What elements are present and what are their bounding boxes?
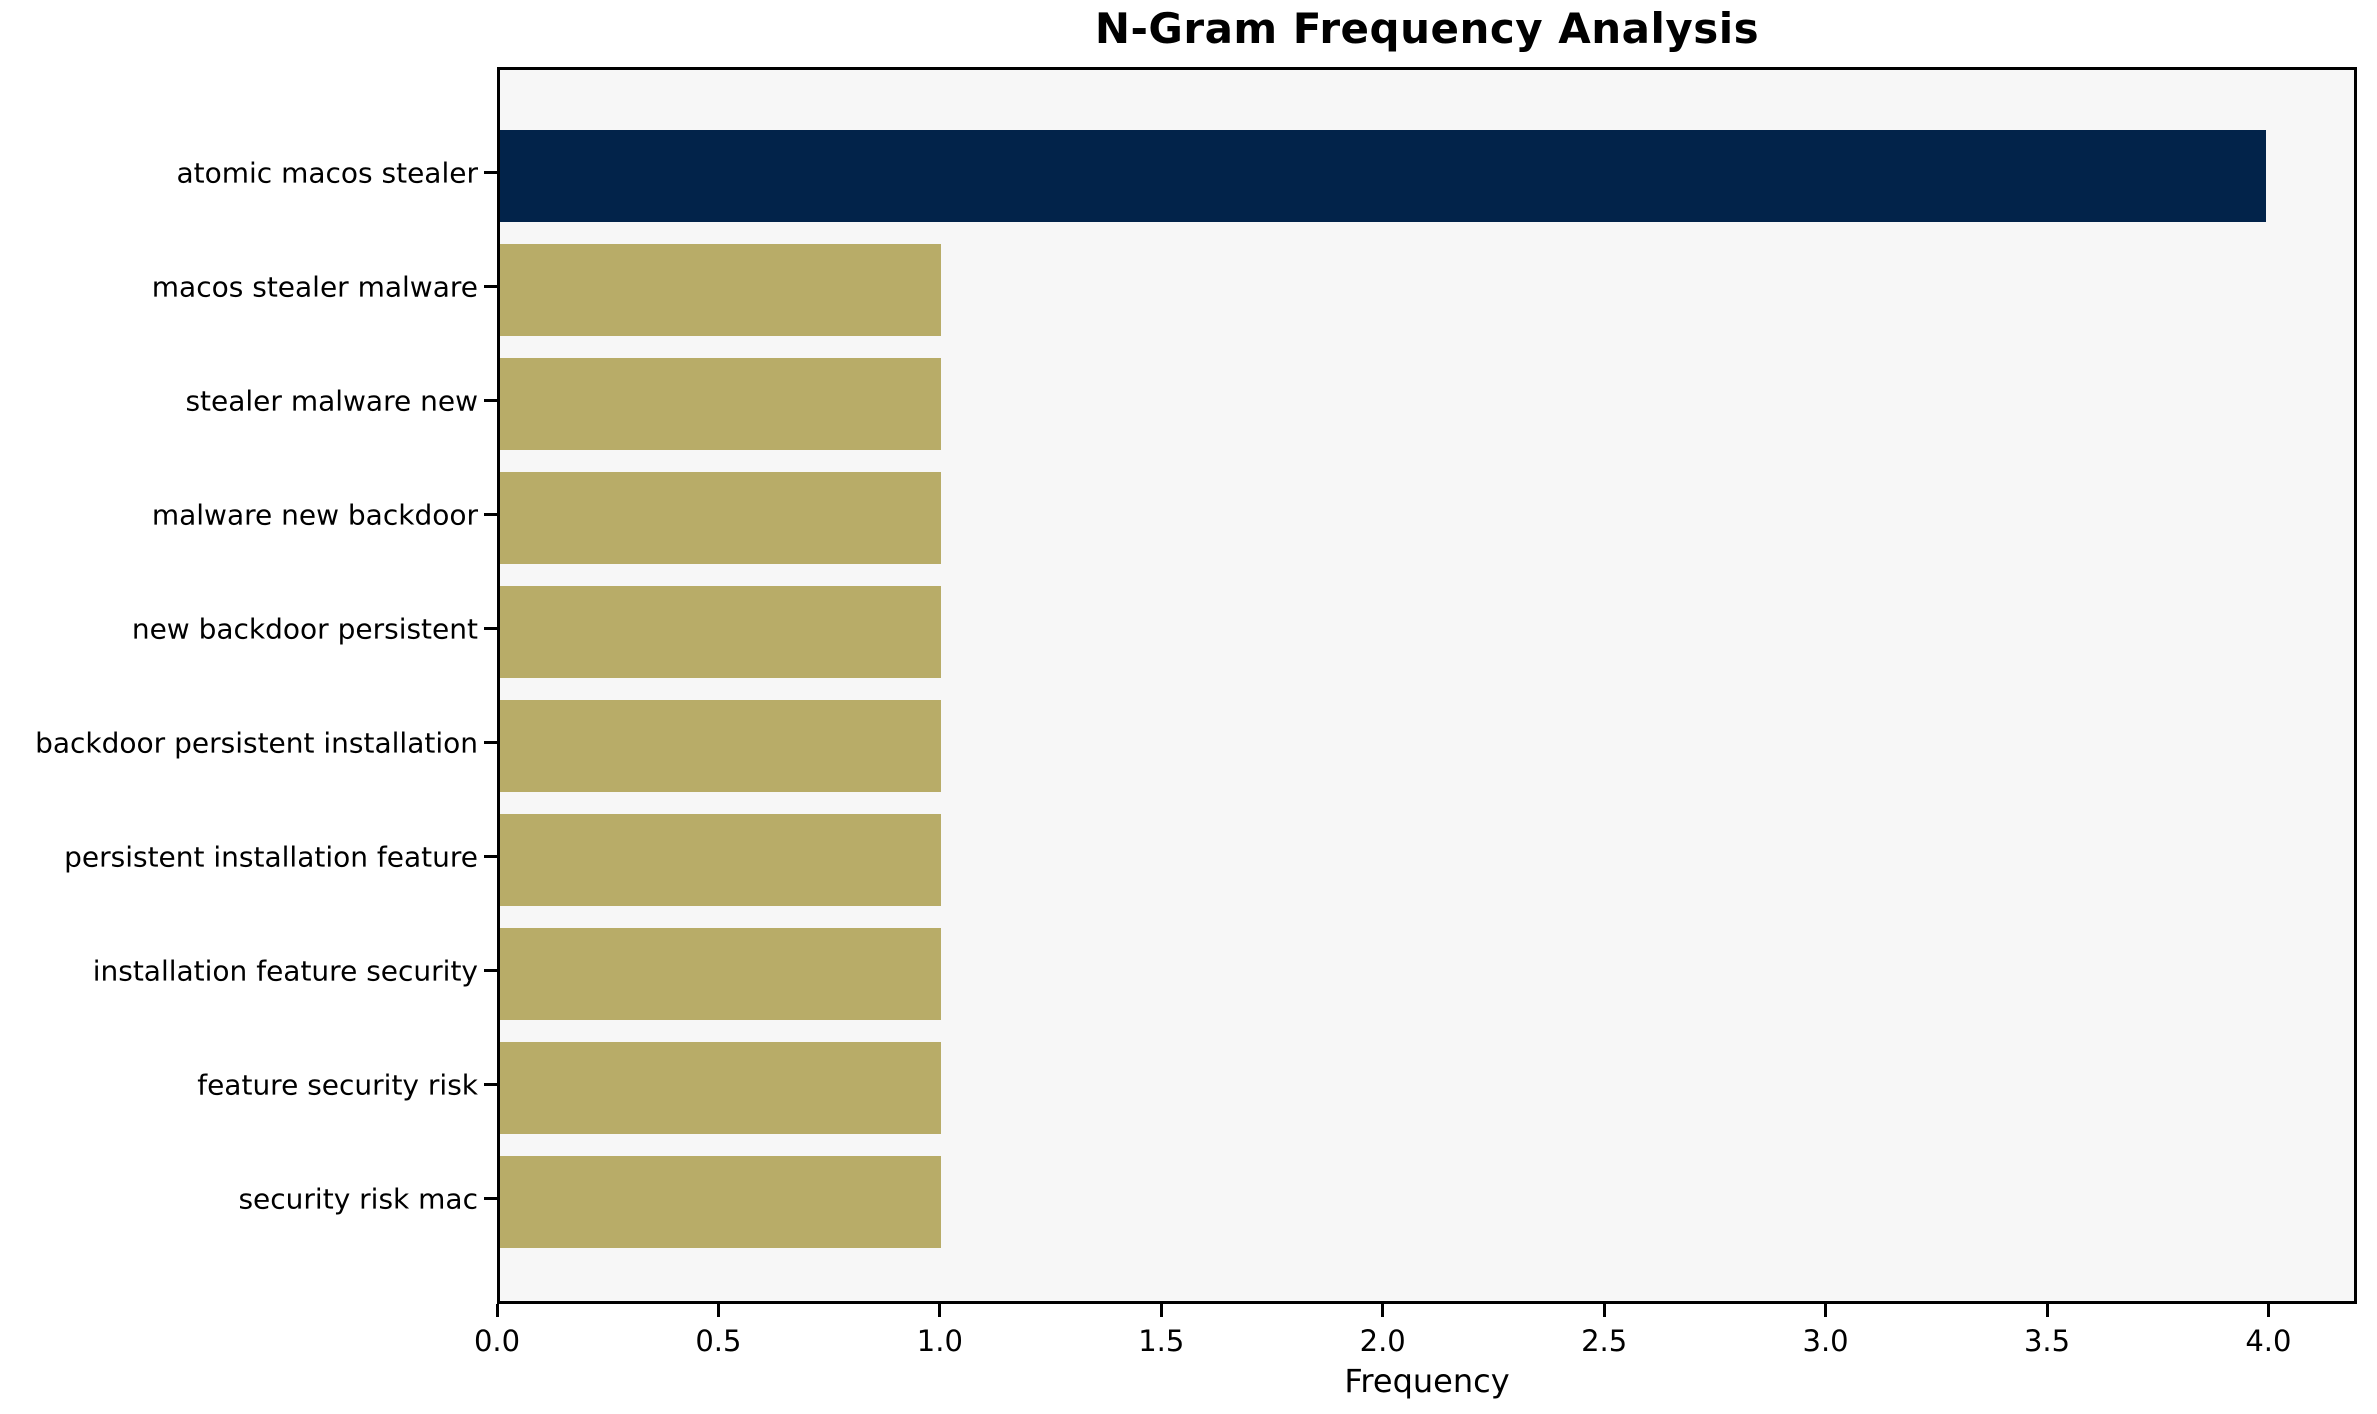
x-tick-label: 2.5 — [1581, 1324, 1628, 1358]
chart-title: N-Gram Frequency Analysis — [1094, 4, 1760, 53]
y-tick-mark — [484, 969, 497, 972]
plot-area — [497, 67, 2357, 1304]
x-tick-label: 1.5 — [1138, 1324, 1185, 1358]
x-tick-mark — [938, 1304, 942, 1317]
bar — [500, 357, 942, 450]
x-tick-label: 0.0 — [473, 1324, 521, 1358]
x-tick-label: 3.0 — [1802, 1324, 1849, 1358]
y-tick-label: macos stealer malware — [151, 270, 478, 303]
y-tick-mark — [484, 1083, 497, 1086]
x-tick-mark — [495, 1304, 499, 1317]
x-tick-label: 1.0 — [916, 1324, 963, 1358]
bar — [500, 243, 942, 336]
x-tick-mark — [2266, 1304, 2270, 1317]
x-tick-label: 3.5 — [2023, 1324, 2071, 1358]
bar — [500, 585, 942, 678]
x-tick-mark — [1602, 1304, 1606, 1317]
y-tick-label: new backdoor persistent — [131, 612, 478, 645]
bar — [500, 927, 942, 1020]
y-tick-label: malware new backdoor — [151, 498, 478, 531]
y-tick-label: security risk mac — [238, 1182, 478, 1215]
y-tick-label: atomic macos stealer — [176, 156, 478, 189]
y-tick-mark — [484, 399, 497, 402]
y-tick-label: feature security risk — [197, 1068, 478, 1101]
y-tick-label: persistent installation feature — [64, 840, 478, 873]
x-tick-mark — [1824, 1304, 1828, 1317]
bar — [500, 1041, 942, 1134]
bar — [500, 1155, 942, 1248]
x-tick-label: 4.0 — [2245, 1324, 2292, 1358]
y-tick-label: stealer malware new — [185, 384, 478, 417]
x-tick-label: 0.5 — [695, 1324, 742, 1358]
y-tick-mark — [484, 627, 497, 630]
y-tick-mark — [484, 285, 497, 288]
y-tick-mark — [484, 1197, 497, 1200]
bar — [500, 813, 942, 906]
bar — [500, 129, 2266, 222]
y-tick-mark — [484, 171, 497, 174]
x-tick-mark — [1159, 1304, 1163, 1317]
bar — [500, 699, 942, 792]
x-tick-mark — [716, 1304, 720, 1317]
x-axis-label: Frequency — [1344, 1362, 1510, 1400]
y-tick-label: installation feature security — [92, 954, 478, 987]
x-tick-label: 2.0 — [1359, 1324, 1406, 1358]
y-tick-mark — [484, 741, 497, 744]
y-tick-mark — [484, 513, 497, 516]
x-tick-mark — [1381, 1304, 1385, 1317]
y-tick-mark — [484, 855, 497, 858]
bar — [500, 471, 942, 564]
x-tick-mark — [2045, 1304, 2049, 1317]
y-tick-label: backdoor persistent installation — [35, 726, 478, 759]
